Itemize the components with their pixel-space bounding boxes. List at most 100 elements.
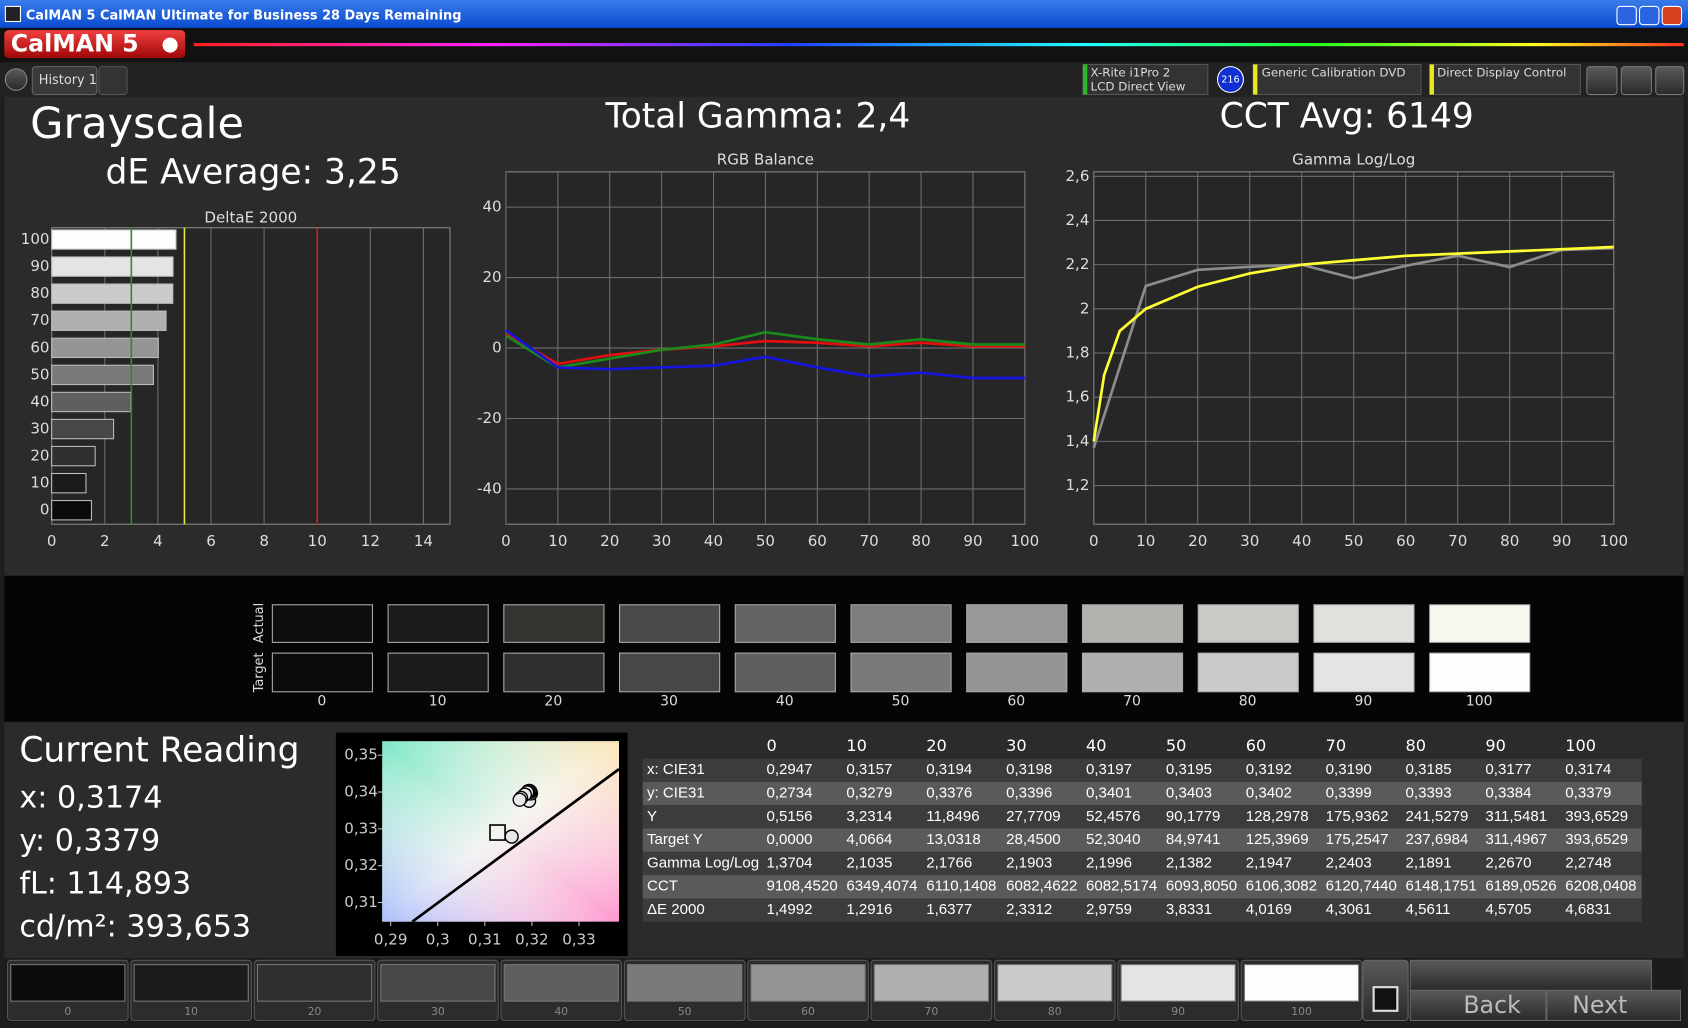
table-cell: 3,8331 xyxy=(1166,901,1212,918)
minimize-button[interactable] xyxy=(1616,5,1637,26)
patch-swatch xyxy=(133,964,249,1002)
table-cell: 0,3384 xyxy=(1485,784,1531,801)
column-header: 10 xyxy=(846,736,867,755)
cct-average: CCT Avg: 6149 xyxy=(1220,97,1474,137)
settings-button[interactable] xyxy=(1586,66,1618,96)
row-label: x: CIE31 xyxy=(647,761,705,778)
table-cell: 0,0000 xyxy=(766,831,812,848)
swatch-label: 60 xyxy=(1007,693,1025,709)
meter-mode: LCD Direct View xyxy=(1091,80,1186,94)
row-label: CCT xyxy=(647,878,678,895)
patch-label: 0 xyxy=(64,1005,71,1018)
cie-overlay xyxy=(382,741,620,922)
table-cell: 2,3312 xyxy=(1006,901,1052,918)
series-line xyxy=(1092,245,1614,442)
y-tick-label: 0 xyxy=(40,501,50,519)
table-cell: 0,3194 xyxy=(926,761,972,778)
table-cell: 6110,1408 xyxy=(926,878,996,895)
help-button[interactable] xyxy=(1620,66,1652,96)
actual-swatch xyxy=(1429,604,1531,643)
collapse-button[interactable] xyxy=(1655,66,1685,96)
maximize-button[interactable] xyxy=(1639,5,1660,26)
table-cell: 1,3704 xyxy=(766,854,812,871)
transport-controls[interactable] xyxy=(1409,959,1652,991)
target-swatch xyxy=(966,652,1068,693)
table-cell: 128,2978 xyxy=(1246,808,1309,825)
table-cell: 6349,4074 xyxy=(846,878,917,895)
display-selector[interactable] xyxy=(1429,63,1581,96)
target-label: Target xyxy=(252,653,267,694)
x-tick-label: 50 xyxy=(756,532,775,550)
actual-swatch xyxy=(1081,604,1184,643)
swatch-label: 70 xyxy=(1123,693,1141,709)
swatch-label: 40 xyxy=(776,693,794,709)
table-cell: 0,3402 xyxy=(1246,784,1292,801)
patch-label: 80 xyxy=(1048,1005,1062,1018)
meter-selector[interactable] xyxy=(1082,63,1209,96)
x-tick-label: 40 xyxy=(704,532,723,550)
patch-label: 60 xyxy=(801,1005,815,1018)
meter-badge[interactable] xyxy=(1217,66,1244,93)
bar xyxy=(51,229,177,250)
table-cell: 0,2947 xyxy=(766,761,812,778)
y-tick-label: 2,2 xyxy=(1065,255,1089,273)
play-button[interactable] xyxy=(4,68,28,91)
table-cell: 4,5611 xyxy=(1406,901,1451,918)
x-tick-label: 20 xyxy=(1188,532,1207,550)
close-button[interactable] xyxy=(1661,5,1683,26)
series-line xyxy=(505,332,1025,366)
column-header: 100 xyxy=(1565,736,1596,755)
x-tick-label: 30 xyxy=(1240,532,1259,550)
swatch-label: 30 xyxy=(660,693,678,709)
y-tick-label: 0,33 xyxy=(344,819,378,837)
target-swatch xyxy=(1429,652,1531,693)
table-cell: 27,7709 xyxy=(1006,808,1060,825)
tab-label: History 1 xyxy=(39,73,97,88)
add-tab-button[interactable] xyxy=(98,66,128,96)
next-label: Next xyxy=(1572,991,1627,1019)
y-tick-label: 70 xyxy=(30,311,49,329)
table-cell: 237,6984 xyxy=(1406,831,1469,848)
table-cell: 4,5705 xyxy=(1485,901,1531,918)
table-cell: 241,5279 xyxy=(1406,808,1469,825)
table-cell: 175,9362 xyxy=(1326,808,1389,825)
actual-swatch xyxy=(1313,604,1415,643)
column-header: 90 xyxy=(1485,736,1506,755)
table-cell: 13,0318 xyxy=(926,831,980,848)
table-cell: 4,0664 xyxy=(846,831,892,848)
table-cell: 11,8496 xyxy=(926,808,979,825)
table-cell: 0,3195 xyxy=(1166,761,1212,778)
next-button[interactable] xyxy=(1546,989,1682,1022)
y-tick-label: 30 xyxy=(30,420,49,438)
reading-point xyxy=(504,829,519,844)
table-cell: 0,3198 xyxy=(1006,761,1052,778)
table-cell: 9108,4520 xyxy=(766,878,837,895)
y-tick-label: 100 xyxy=(21,230,50,248)
patch-label: 20 xyxy=(308,1005,322,1018)
patch-label: 10 xyxy=(184,1005,198,1018)
back-button[interactable] xyxy=(1409,989,1547,1022)
table-cell: 0,3376 xyxy=(926,784,972,801)
swatch-panel xyxy=(4,575,1684,722)
history-tab[interactable] xyxy=(31,66,98,96)
table-cell: 0,3403 xyxy=(1166,784,1212,801)
x-tick-label: 10 xyxy=(548,532,567,550)
table-cell: 2,1382 xyxy=(1166,854,1212,871)
table-row xyxy=(642,851,1642,876)
back-label: Back xyxy=(1463,991,1521,1019)
x-tick-label: 80 xyxy=(1500,532,1519,550)
target-swatch xyxy=(734,652,836,693)
table-row xyxy=(642,828,1642,852)
series-line xyxy=(505,329,1025,380)
table-cell: 2,9759 xyxy=(1086,901,1132,918)
table-row xyxy=(642,805,1642,829)
column-header: 60 xyxy=(1246,736,1267,755)
source-selector[interactable] xyxy=(1252,63,1422,96)
table-cell: 311,5481 xyxy=(1485,808,1547,825)
table-cell: 2,1035 xyxy=(846,854,892,871)
y-tick-label: 1,8 xyxy=(1065,344,1089,362)
actual-label: Actual xyxy=(252,603,267,643)
logo-button[interactable] xyxy=(4,30,186,59)
actual-swatch xyxy=(619,604,721,643)
